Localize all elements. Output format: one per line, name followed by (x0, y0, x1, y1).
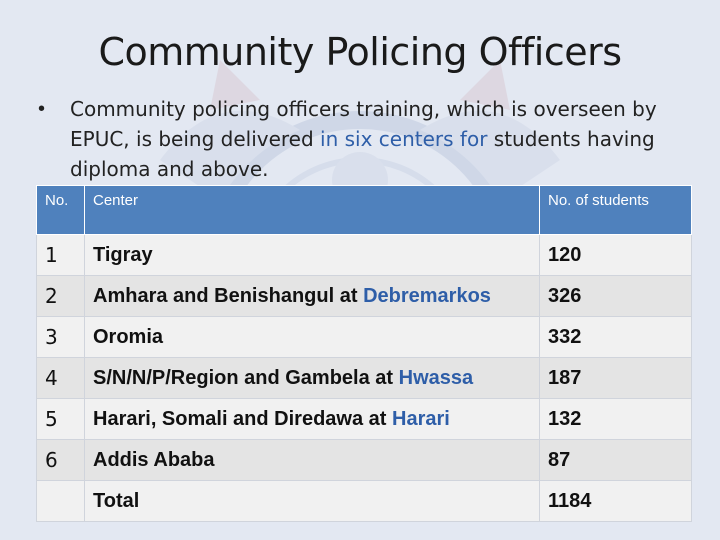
bullet-text-part2: students having diploma and above. (70, 127, 655, 181)
row-center: Tigray (84, 234, 540, 276)
bullet-text-highlight: in six centers for (320, 127, 488, 151)
page-title: Community Policing Officers (98, 30, 622, 74)
center-name: Addis Ababa (93, 448, 215, 471)
center-name: Amhara and Benishangul at (93, 284, 364, 307)
center-name: S/N/N/P/Region and Gambela at (93, 366, 399, 389)
bullet-icon: • (38, 98, 46, 120)
total-empty-cell (36, 480, 85, 522)
row-number: 6 (36, 439, 85, 481)
row-students: 132 (539, 398, 692, 440)
center-location: Hwassa (398, 366, 474, 389)
row-center: Amhara and Benishangul at Debremarkos (84, 275, 540, 317)
row-students: 120 (539, 234, 692, 276)
bullet-text: Community policing officers training, wh… (70, 94, 658, 184)
center-location: Harari (392, 407, 450, 430)
row-number: 4 (36, 357, 85, 399)
row-students: 87 (539, 439, 692, 481)
row-center: Addis Ababa (84, 439, 540, 481)
center-name: Tigray (93, 243, 153, 266)
row-center: Harari, Somali and Diredawa at Harari (84, 398, 540, 440)
table-row: 5 Harari, Somali and Diredawa at Harari … (36, 398, 692, 440)
row-number: 2 (36, 275, 85, 317)
row-students: 332 (539, 316, 692, 358)
row-number: 5 (36, 398, 85, 440)
bullet-point: • Community policing officers training, … (38, 94, 658, 184)
table-total-row: Total 1184 (36, 480, 692, 522)
header-center: Center (84, 185, 540, 235)
row-center: Oromia (84, 316, 540, 358)
row-students: 326 (539, 275, 692, 317)
center-name: Oromia (93, 325, 164, 348)
table-header-row: No. Center No. of students (36, 185, 692, 235)
row-students: 187 (539, 357, 692, 399)
table-row: 4 S/N/N/P/Region and Gambela at Hwassa 1… (36, 357, 692, 399)
total-value: 1184 (539, 480, 692, 522)
row-center: S/N/N/P/Region and Gambela at Hwassa (84, 357, 540, 399)
row-number: 1 (36, 234, 85, 276)
header-no: No. (36, 185, 85, 235)
table-row: 1 Tigray 120 (36, 234, 692, 276)
table-row: 3 Oromia 332 (36, 316, 692, 358)
center-name: Harari, Somali and Diredawa at (93, 407, 392, 430)
table-row: 2 Amhara and Benishangul at Debremarkos … (36, 275, 692, 317)
row-number: 3 (36, 316, 85, 358)
total-label: Total (84, 480, 540, 522)
center-location: Debremarkos (363, 284, 491, 307)
header-students: No. of students (539, 185, 692, 235)
centers-table: No. Center No. of students 1 Tigray 120 … (36, 185, 692, 522)
bullet-text-part1: Community policing officers training, wh… (70, 97, 657, 151)
table-row: 6 Addis Ababa 87 (36, 439, 692, 481)
